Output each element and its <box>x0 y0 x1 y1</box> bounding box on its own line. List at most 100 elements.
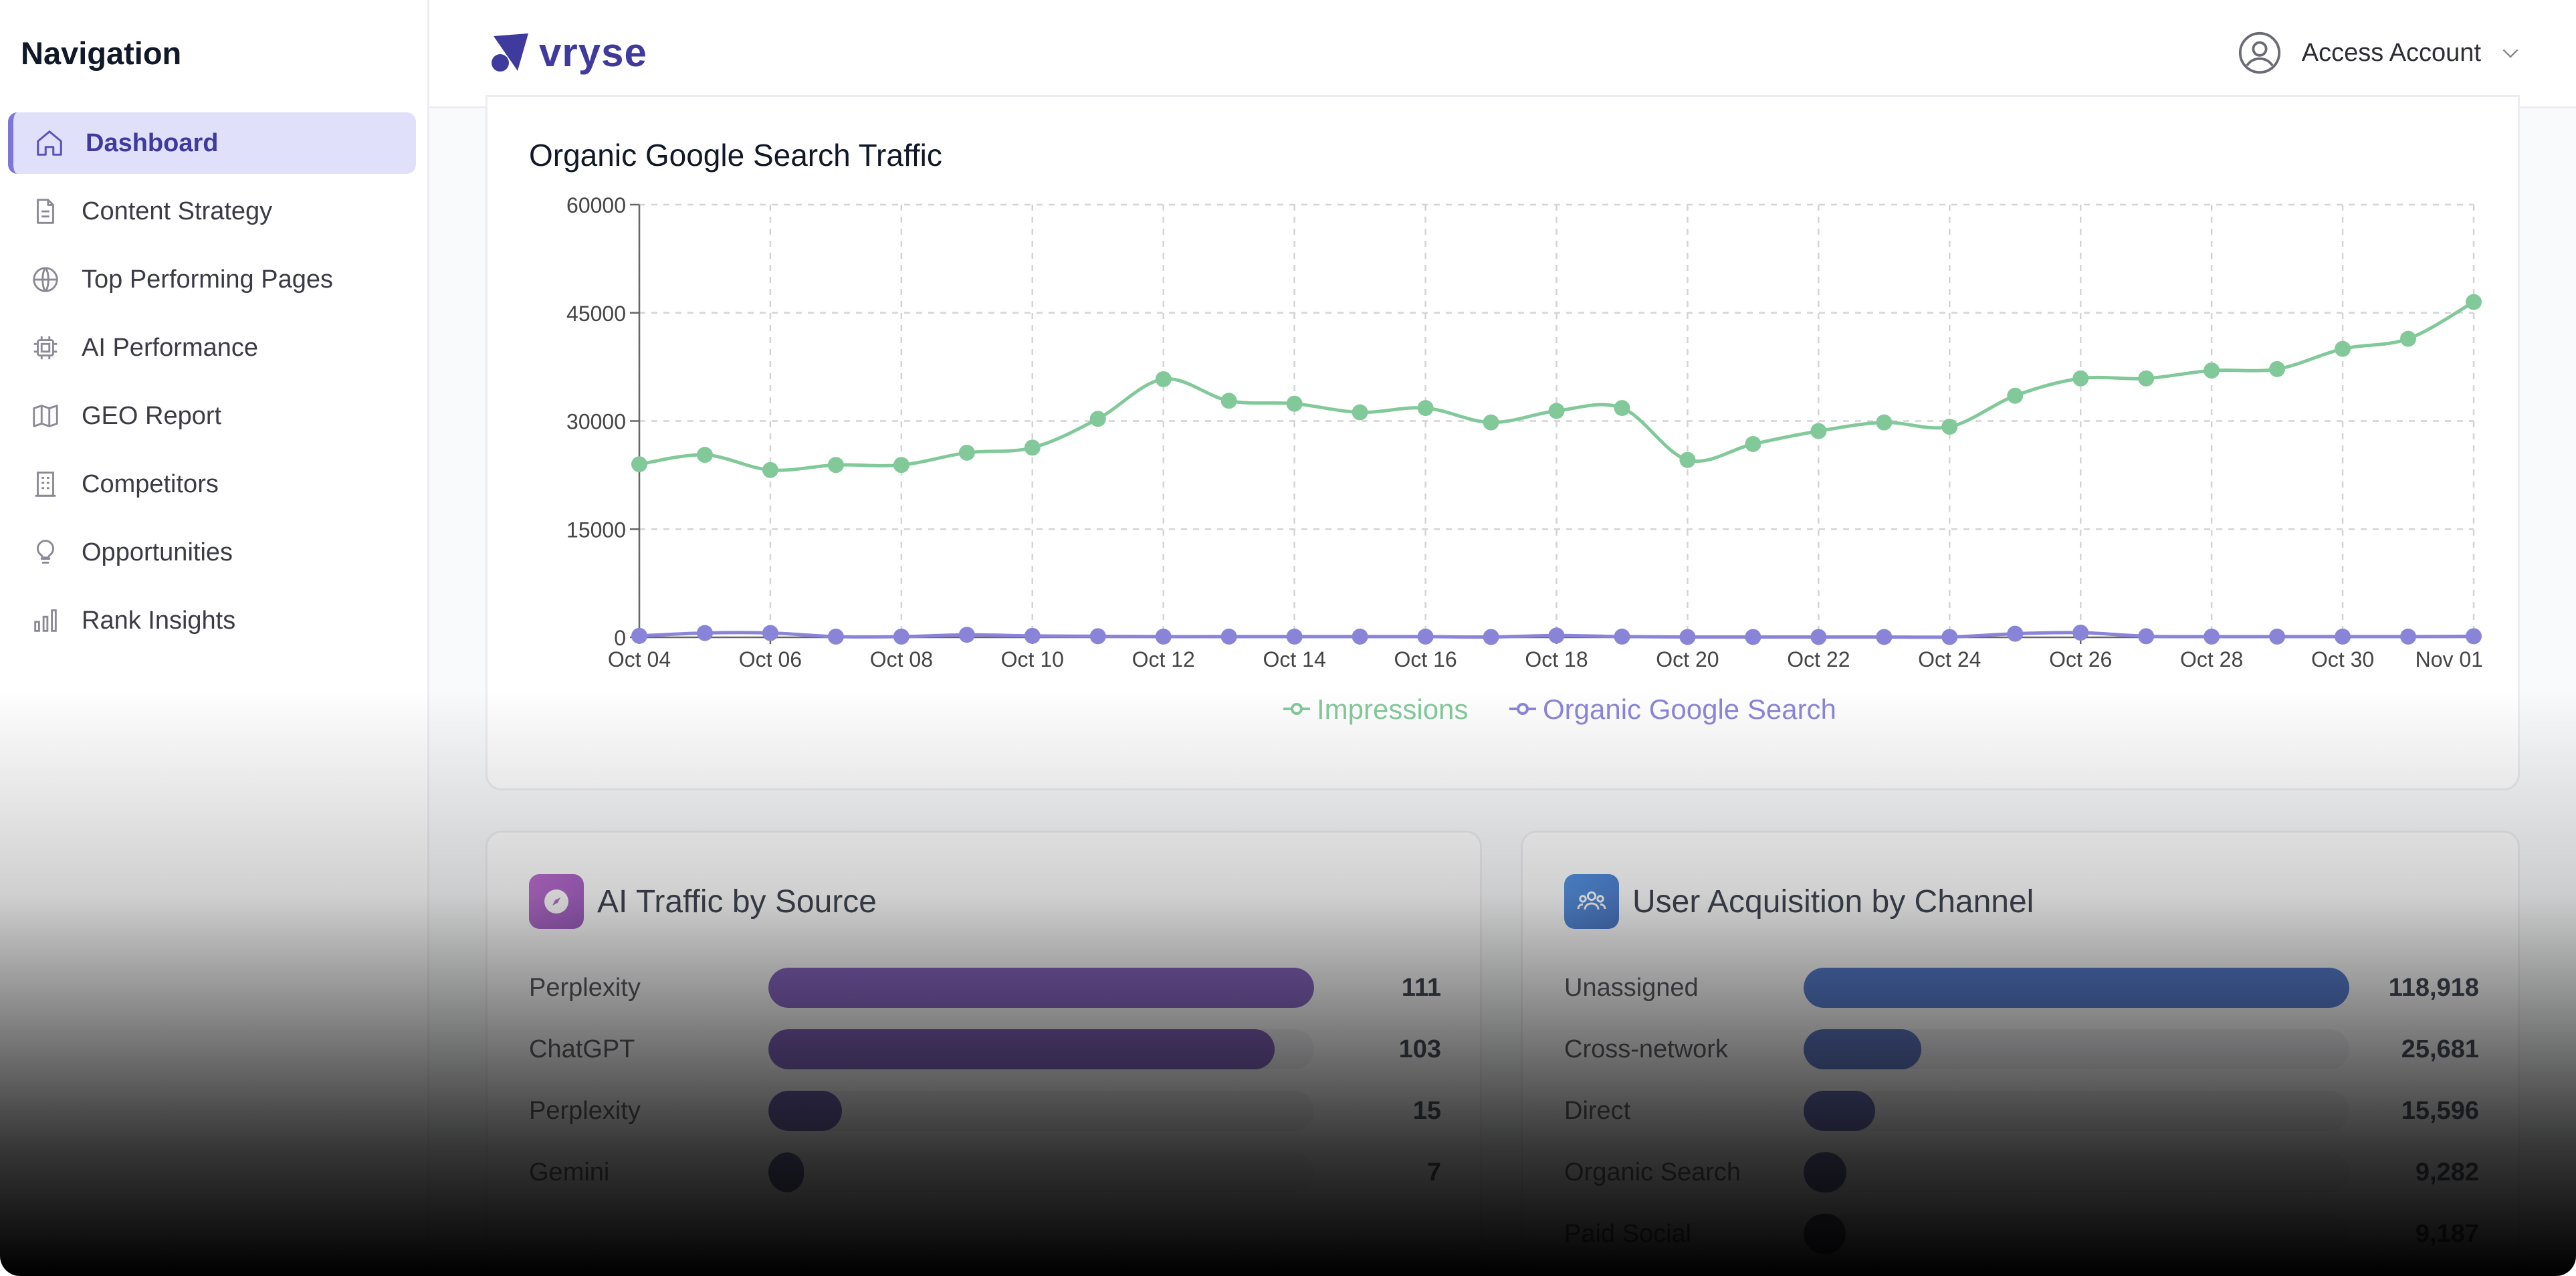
x-tick-label: Oct 16 <box>1394 647 1457 671</box>
bar-row: Perplexity 15 <box>529 1080 1441 1142</box>
data-point <box>2138 370 2155 387</box>
card-title: AI Traffic by Source <box>597 883 877 920</box>
data-point <box>2007 625 2024 642</box>
sidebar-item-top-performing-pages[interactable]: Top Performing Pages <box>8 249 416 310</box>
document-icon <box>28 194 63 229</box>
y-tick-label: 15000 <box>566 518 626 542</box>
nav-list: Dashboard Content Strategy Top Performin… <box>8 112 416 658</box>
bar-fill <box>1804 1091 1876 1131</box>
x-tick-label: Nov 01 <box>2416 647 2483 671</box>
x-tick-label: Oct 14 <box>1263 647 1326 671</box>
ai-traffic-bars: Perplexity 111 ChatGPT 103 Perplexity 15 Gemin… <box>529 957 1441 1203</box>
data-point <box>1089 628 1106 645</box>
logo-mark-icon <box>492 33 528 72</box>
bar-row: Gemini 7 <box>529 1142 1441 1203</box>
data-point <box>1876 414 1893 431</box>
bar-fill <box>768 1091 843 1131</box>
data-point <box>2400 628 2417 645</box>
data-point <box>1352 404 1368 421</box>
sidebar-item-opportunities[interactable]: Opportunities <box>8 522 416 583</box>
bar-track <box>1804 1091 2349 1131</box>
data-point <box>1155 370 1172 387</box>
bar-fill <box>1804 1152 1846 1192</box>
data-point <box>2072 624 2089 641</box>
data-point <box>1483 629 1499 645</box>
bar-row: Organic Search 9,282 <box>1564 1142 2479 1203</box>
data-point <box>893 628 909 645</box>
data-point <box>2335 628 2351 645</box>
x-tick-label: Oct 06 <box>739 647 802 671</box>
bar-row: Perplexity 111 <box>529 957 1441 1019</box>
y-tick-label: 30000 <box>566 410 626 434</box>
x-tick-label: Oct 18 <box>1525 647 1588 671</box>
data-point <box>1810 629 1827 645</box>
sidebar-item-rank-insights[interactable]: Rank Insights <box>8 590 416 651</box>
data-point <box>1220 393 1237 409</box>
data-point <box>827 628 844 645</box>
sidebar-item-ai-performance[interactable]: AI Performance <box>8 317 416 379</box>
bar-value: 25,681 <box>2401 1035 2479 1063</box>
data-point <box>1352 628 1368 645</box>
x-tick-label: Oct 28 <box>2180 647 2243 671</box>
x-tick-label: Oct 10 <box>1001 647 1064 671</box>
globe-icon <box>28 262 63 297</box>
data-point <box>1614 628 1630 645</box>
data-point <box>2466 294 2482 310</box>
data-point <box>893 457 909 473</box>
lightbulb-icon <box>28 535 63 570</box>
data-point <box>1941 629 1958 645</box>
data-point <box>1876 629 1893 645</box>
bar-label: Perplexity <box>529 973 641 1002</box>
data-point <box>1220 628 1237 645</box>
data-point <box>1548 627 1565 644</box>
data-point <box>762 461 778 478</box>
y-tick-label: 60000 <box>566 193 626 217</box>
sidebar-item-geo-report[interactable]: GEO Report <box>8 385 416 447</box>
bar-track <box>768 968 1314 1008</box>
bar-row: Direct 15,596 <box>1564 1080 2479 1142</box>
data-point <box>1483 414 1499 431</box>
data-point <box>1024 439 1041 456</box>
legend-label: Impressions <box>1317 694 1468 725</box>
account-menu[interactable]: Access Account <box>2236 29 2523 76</box>
bar-value: 7 <box>1426 1158 1441 1186</box>
card-header: User Acquisition by Channel <box>1564 874 2034 929</box>
bar-fill <box>1804 1214 1846 1254</box>
legend-label: Organic Google Search <box>1543 694 1836 725</box>
bar-track <box>768 1091 1314 1131</box>
bar-track <box>768 1152 1314 1192</box>
chip-icon <box>28 330 63 365</box>
chevron-down-icon <box>2502 49 2518 58</box>
data-point <box>1745 629 1761 645</box>
compass-icon <box>529 874 584 929</box>
x-tick-label: Oct 04 <box>608 647 671 671</box>
x-tick-label: Oct 08 <box>870 647 933 671</box>
brand-logo[interactable]: vryse <box>488 29 647 76</box>
bar-fill <box>1804 968 2349 1008</box>
card-header: AI Traffic by Source <box>529 874 877 929</box>
bar-value: 9,187 <box>2415 1219 2479 1248</box>
building-icon <box>28 467 63 502</box>
data-point <box>2400 330 2417 347</box>
sidebar-item-competitors[interactable]: Competitors <box>8 453 416 515</box>
sidebar-item-dashboard[interactable]: Dashboard <box>8 112 416 174</box>
data-point <box>631 627 647 644</box>
home-icon <box>32 126 67 161</box>
y-tick-label: 45000 <box>566 302 626 326</box>
bar-row: Cross-network 25,681 <box>1564 1019 2479 1080</box>
bar-label: Direct <box>1564 1096 1631 1125</box>
traffic-chart-card: Organic Google Search Traffic 0 15000 3000… <box>486 95 2520 790</box>
ai-traffic-card: AI Traffic by Source Perplexity 111 ChatGP… <box>486 831 1482 1276</box>
data-point <box>2269 360 2286 377</box>
bar-value: 111 <box>1401 973 1441 1002</box>
data-point <box>1548 403 1565 419</box>
data-point <box>1286 628 1303 645</box>
sidebar-item-label: Opportunities <box>82 538 233 566</box>
sidebar-item-content-strategy[interactable]: Content Strategy <box>8 181 416 242</box>
x-tick-label: Oct 26 <box>2049 647 2112 671</box>
data-point <box>1745 436 1761 453</box>
data-point <box>958 444 975 461</box>
sidebar-item-label: Rank Insights <box>82 606 236 635</box>
bar-value: 9,282 <box>2415 1158 2479 1186</box>
